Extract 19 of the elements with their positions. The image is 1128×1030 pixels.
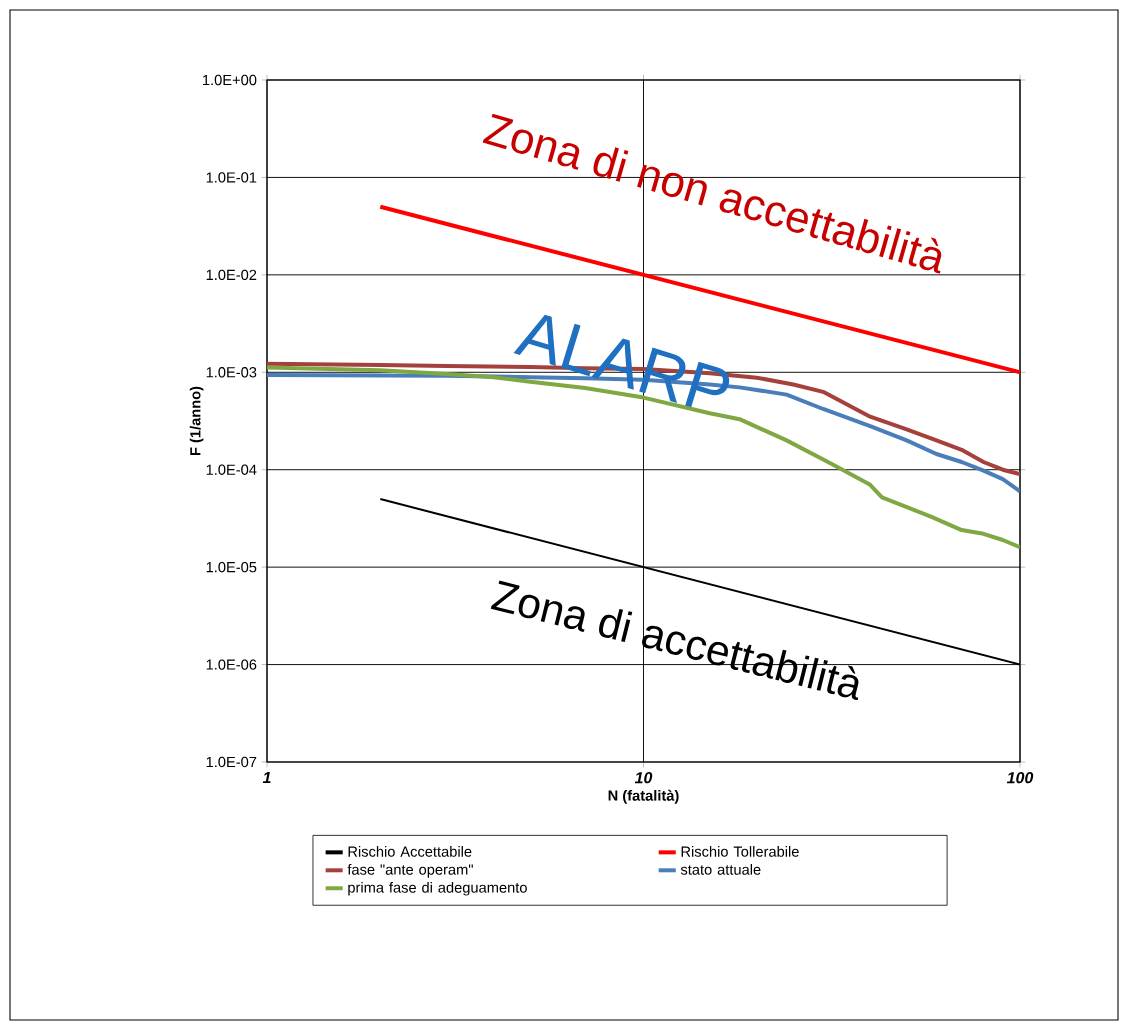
y-tick-label: 1.0E-07: [206, 756, 257, 768]
legend-label: fase "ante operam": [347, 864, 473, 878]
legend-label: Rischio Accettabile: [348, 846, 472, 857]
y-tick-label: 1.0E-06: [206, 659, 257, 670]
y-tick-label: 1.0E+00: [203, 74, 257, 86]
legend-label: prima fase di adeguamento: [348, 881, 527, 896]
y-tick-label: 1.0E-03: [206, 367, 257, 378]
legend-label: Rischio Tollerabile: [681, 846, 799, 857]
x-axis-title: N (fatalità): [608, 789, 679, 804]
y-axis-title: F (1/anno): [189, 386, 204, 456]
x-tick-label: 10: [634, 772, 653, 784]
x-tick-label: 100: [1006, 772, 1034, 784]
y-tick-label: 1.0E-04: [206, 464, 257, 475]
y-tick-label: 1.0E-05: [206, 561, 257, 573]
y-tick-label: 1.0E-02: [206, 269, 257, 281]
y-tick-label: 1.0E-01: [206, 172, 257, 183]
legend-label: stato attuale: [680, 864, 761, 875]
annotation: ALARP: [513, 314, 730, 408]
x-tick-label: 1: [262, 772, 271, 784]
